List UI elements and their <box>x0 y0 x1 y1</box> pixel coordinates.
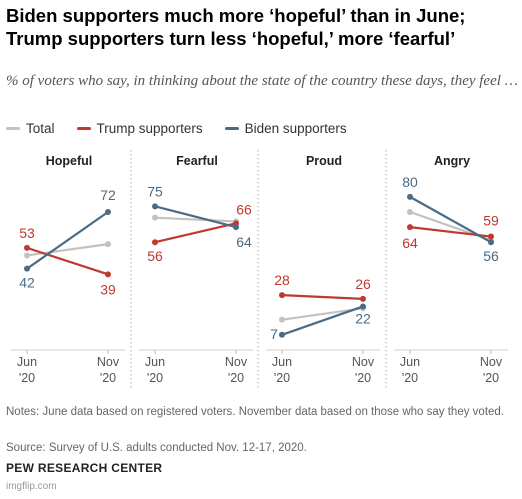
data-label-hopeful-trump-supporters-nov: 39 <box>100 281 116 297</box>
legend: Total Trump supporters Biden supporters <box>6 119 369 137</box>
line-fearful-biden-supporters <box>153 205 238 229</box>
legend-swatch-total <box>6 126 20 130</box>
legend-label-trump: Trump supporters <box>96 120 203 136</box>
point-hopeful-biden-supporters-nov <box>105 209 111 215</box>
panel-title-fearful: Fearful <box>176 154 218 168</box>
data-label-proud-trump-supporters-jun: 28 <box>274 272 290 288</box>
legend-item-biden: Biden supporters <box>224 120 347 136</box>
point-hopeful-total-nov <box>105 241 111 248</box>
chart-area: Hopeful Jun '20 Nov '20 53 42 72 39 Fearful Jun '20… <box>11 150 508 390</box>
panel-title-angry: Angry <box>434 154 470 168</box>
line-hopeful-total <box>25 243 110 257</box>
panel-title-hopeful: Hopeful <box>46 154 93 168</box>
legend-label-biden: Biden supporters <box>244 120 347 136</box>
point-proud-trump-supporters-jun <box>279 292 285 299</box>
data-label-fearful-trump-supporters-jun: 56 <box>147 248 163 264</box>
line-hopeful-biden-supporters <box>25 210 110 270</box>
legend-item-trump: Trump supporters <box>76 120 203 136</box>
point-angry-total-jun <box>407 209 413 215</box>
legend-item-total: Total <box>6 121 55 136</box>
x-tick-label-proud-0-top: Jun <box>272 355 292 369</box>
x-tick-label-hopeful-1-bottom: '20 <box>100 371 116 385</box>
point-angry-trump-supporters-jun <box>407 224 413 231</box>
point-angry-biden-supporters-jun <box>407 193 413 200</box>
point-proud-total-jun <box>279 316 285 323</box>
data-label-angry-biden-supporters-nov: 56 <box>483 248 499 264</box>
chart-subtitle: % of voters who say, in thinking about t… <box>6 73 518 89</box>
x-tick-label-fearful-1-bottom: '20 <box>228 371 244 385</box>
data-label-angry-biden-supporters-jun: 80 <box>402 174 418 190</box>
point-hopeful-total-jun <box>24 252 30 259</box>
x-tick-label-hopeful-1-top: Nov <box>97 355 120 369</box>
data-label-proud-trump-supporters-nov: 26 <box>355 276 371 292</box>
data-label-angry-trump-supporters-jun: 64 <box>402 235 418 251</box>
data-label-proud-biden-supporters-nov: 22 <box>355 310 371 326</box>
x-tick-label-fearful-0-bottom: '20 <box>147 371 163 385</box>
line-angry-biden-supporters <box>408 195 493 244</box>
point-hopeful-trump-supporters-jun <box>24 244 30 251</box>
line-fearful-trump-supporters <box>153 222 238 244</box>
x-tick-label-angry-1-bottom: '20 <box>483 371 499 385</box>
legend-swatch-trump <box>76 126 91 130</box>
point-proud-biden-supporters-nov <box>360 303 366 310</box>
watermark: imgflip.com <box>6 481 57 492</box>
legend-label-total: Total <box>26 120 55 136</box>
point-fearful-biden-supporters-nov <box>233 224 239 231</box>
data-label-hopeful-biden-supporters-nov: 72 <box>100 187 116 203</box>
data-label-angry-trump-supporters-nov: 59 <box>483 213 499 229</box>
x-tick-label-angry-0-bottom: '20 <box>402 371 418 385</box>
x-tick-label-angry-1-top: Nov <box>480 355 503 369</box>
x-tick-label-hopeful-0-bottom: '20 <box>19 371 35 385</box>
data-label-fearful-biden-supporters-jun: 75 <box>147 183 163 199</box>
x-tick-label-proud-1-bottom: '20 <box>355 371 371 385</box>
point-fearful-biden-supporters-jun <box>152 203 158 210</box>
chart-notes: Notes: June data based on registered vot… <box>6 406 504 418</box>
data-label-fearful-trump-supporters-nov: 66 <box>236 201 252 217</box>
line-proud-trump-supporters <box>280 294 365 300</box>
point-fearful-total-jun <box>152 214 158 221</box>
line-proud-biden-supporters <box>280 305 365 336</box>
data-label-proud-biden-supporters-jun: 7 <box>270 326 278 342</box>
legend-swatch-biden <box>224 126 239 130</box>
x-tick-label-hopeful-0-top: Jun <box>17 355 37 369</box>
data-label-fearful-biden-supporters-nov: 64 <box>236 234 252 250</box>
chart-source: Source: Survey of U.S. adults conducted … <box>6 442 307 454</box>
data-label-hopeful-trump-supporters-jun: 53 <box>19 225 35 241</box>
x-tick-label-proud-1-top: Nov <box>352 355 375 369</box>
point-angry-biden-supporters-nov <box>488 239 494 246</box>
x-tick-label-fearful-0-top: Jun <box>145 355 165 369</box>
chart-title: Biden supporters much more ‘hopeful’ tha… <box>6 5 466 49</box>
x-tick-label-proud-0-bottom: '20 <box>274 371 290 385</box>
x-tick-label-angry-0-top: Jun <box>400 355 420 369</box>
point-proud-trump-supporters-nov <box>360 295 366 302</box>
line-hopeful-trump-supporters <box>25 246 110 276</box>
point-hopeful-trump-supporters-nov <box>105 271 111 278</box>
x-tick-label-fearful-1-top: Nov <box>225 355 248 369</box>
data-label-hopeful-biden-supporters-jun: 42 <box>19 275 35 291</box>
panel-title-proud: Proud <box>306 154 342 168</box>
point-angry-trump-supporters-nov <box>488 233 494 240</box>
point-fearful-trump-supporters-jun <box>152 239 158 246</box>
brand-name: PEW RESEARCH CENTER <box>6 461 163 475</box>
point-hopeful-biden-supporters-jun <box>24 265 30 272</box>
point-proud-biden-supporters-jun <box>279 331 285 338</box>
line-fearful-total <box>153 216 238 223</box>
